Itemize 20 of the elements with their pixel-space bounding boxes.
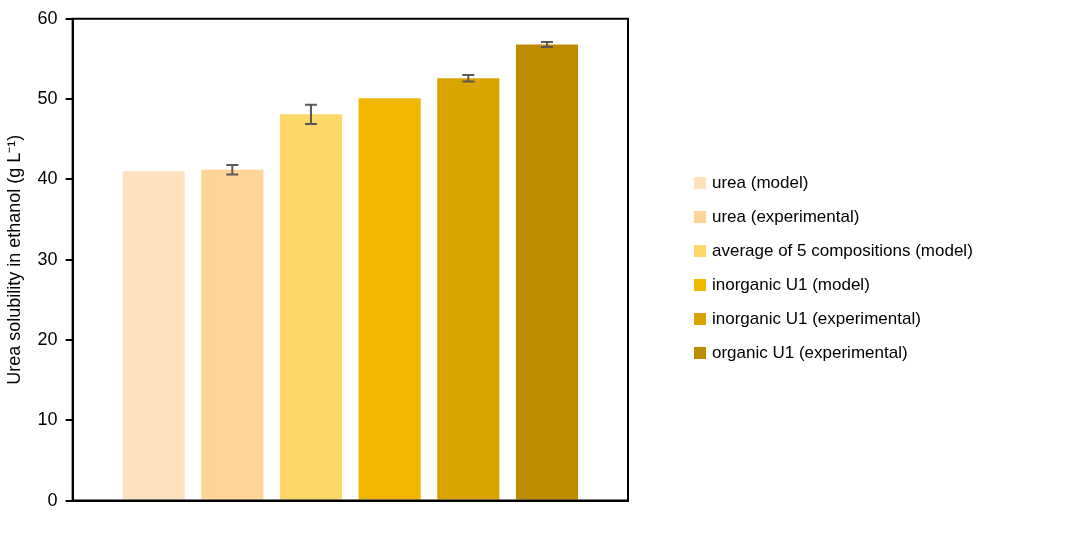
bar [437, 78, 500, 500]
y-tick-label: 30 [37, 248, 58, 269]
y-tick-label: 50 [37, 88, 58, 109]
y-tick-label: 0 [47, 489, 58, 510]
legend-label: inorganic U1 (model) [712, 274, 870, 295]
y-tick-label: 40 [37, 168, 58, 189]
bar [358, 98, 421, 500]
bar [515, 44, 579, 500]
legend-label: organic U1 (experimental) [712, 342, 908, 363]
bar [122, 171, 185, 500]
y-tick-label: 60 [37, 7, 58, 28]
y-tick-label: 20 [37, 328, 58, 349]
bar [201, 169, 264, 500]
bar [279, 114, 343, 500]
legend-label: urea (experimental) [712, 206, 860, 227]
y-axis-title: Urea solubility in ethanol (g L⁻¹) [3, 134, 24, 385]
y-tick-label: 10 [37, 409, 58, 430]
legend-label: urea (model) [712, 172, 809, 193]
legend-label: inorganic U1 (experimental) [712, 308, 921, 329]
legend-label: average of 5 compositions (model) [712, 240, 973, 261]
